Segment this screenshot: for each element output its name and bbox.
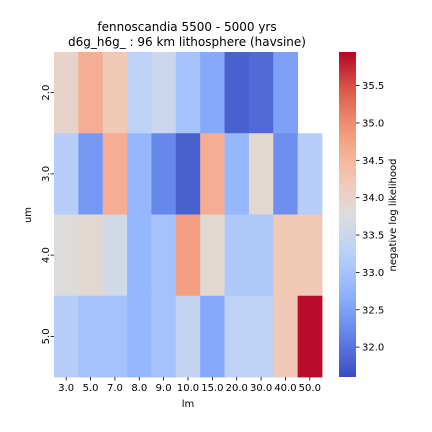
x-tick-label: 20.0 (226, 383, 248, 394)
heatmap-cell (273, 133, 299, 215)
x-tick-label: 40.0 (274, 383, 296, 394)
y-tick-label: 5.0 (41, 328, 52, 344)
heatmap-cell (248, 133, 274, 215)
heatmap-cell (175, 133, 201, 215)
heatmap-cell (224, 295, 250, 378)
chart-subtitle: d6g_h6g_ : 96 km lithosphere (havsine) (68, 35, 306, 49)
colorbar-tick-label: 35.5 (362, 81, 384, 92)
heatmap-cell (297, 133, 323, 215)
heatmap-cell (151, 133, 177, 215)
heatmap-cell (248, 52, 274, 134)
heatmap-cell (273, 295, 299, 378)
x-tick-label: 10.0 (177, 383, 199, 394)
heatmap-cell (151, 295, 177, 378)
colorbar-tick-label: 32.0 (362, 343, 384, 354)
heatmap-cell (151, 214, 177, 297)
heatmap-cell (200, 133, 225, 215)
heatmap-cell (102, 52, 128, 134)
y-tick-label: 4.0 (41, 247, 52, 263)
colorbar (339, 52, 356, 377)
x-tick-label: 50.0 (299, 383, 321, 394)
x-tick-label: 9.0 (156, 383, 172, 394)
heatmap-cell (78, 133, 104, 215)
heatmap-cell (78, 295, 104, 378)
heatmap-cell (54, 52, 79, 134)
heatmap-cell (127, 52, 152, 134)
x-tick-label: 15.0 (201, 383, 223, 394)
colorbar-label: negative log likelihood (388, 159, 399, 272)
colorbar-tick-label: 33.5 (362, 231, 384, 242)
heatmap-cell (273, 52, 299, 134)
heatmap-cell (78, 52, 104, 134)
x-tick-label: 5.0 (83, 383, 99, 394)
heatmap-cell (127, 214, 152, 297)
y-tick-label: 3.0 (41, 166, 52, 182)
heatmap-cell (54, 214, 79, 297)
colorbar-tick-label: 34.0 (362, 193, 384, 204)
heatmap-cell (224, 52, 250, 134)
heatmap-cell (224, 214, 250, 297)
heatmap-cell (127, 295, 152, 378)
heatmap-cell (102, 133, 128, 215)
y-axis-label: um (23, 207, 34, 223)
x-axis-label: lm (182, 399, 195, 410)
heatmap-cell (175, 214, 201, 297)
heatmap-cell (102, 214, 128, 297)
heatmap-cell (78, 214, 104, 297)
chart-title: fennoscandia 5500 - 5000 yrs (97, 20, 276, 34)
heatmap-cell (248, 214, 274, 297)
colorbar-tick-label: 32.5 (362, 305, 384, 316)
heatmap-cell (200, 52, 225, 134)
x-tick-label: 3.0 (58, 383, 74, 394)
x-tick-label: 30.0 (250, 383, 272, 394)
heatmap-cell (297, 295, 323, 378)
heatmap-cell (151, 52, 177, 134)
heatmap-cell (175, 295, 201, 378)
heatmap-cell (127, 133, 152, 215)
colorbar-tick-label: 34.5 (362, 156, 384, 167)
heatmap-cell (273, 214, 299, 297)
colorbar-tick-label: 33.0 (362, 268, 384, 279)
heatmap-cell (248, 295, 274, 378)
heatmap-cell (54, 133, 79, 215)
colorbar-ticks: 32.0 32.5 33.0 33.5 34.0 34.5 35.0 35.5 (356, 81, 384, 354)
heatmap-cell (102, 295, 128, 378)
colorbar-tick-label: 35.0 (362, 118, 384, 129)
heatmap-cell (175, 52, 201, 134)
heatmap-cell (54, 295, 79, 378)
x-axis-ticks: 3.0 5.0 7.0 8.0 9.0 10.0 15.0 20.0 30.0 40.0 50.0 (58, 377, 321, 394)
heatmap-cell (200, 295, 225, 378)
x-tick-label: 8.0 (131, 383, 147, 394)
x-tick-label: 7.0 (107, 383, 123, 394)
heatmap-cell (224, 133, 250, 215)
heatmap-cell (297, 214, 323, 297)
heatmap-cell (200, 214, 225, 297)
y-axis-ticks: 2.0 3.0 4.0 5.0 (41, 85, 54, 344)
y-tick-label: 2.0 (41, 85, 52, 101)
heatmap-cells (54, 52, 323, 378)
